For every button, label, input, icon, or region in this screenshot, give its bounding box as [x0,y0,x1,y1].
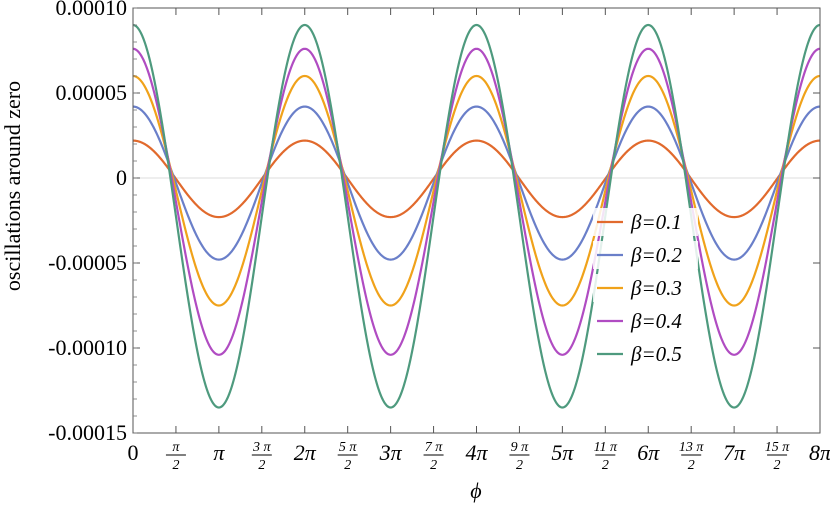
legend-label-4: β=0.4 [630,309,682,333]
x-tick-label-numerator: 13 π [679,440,705,455]
legend-label-2: β=0.2 [630,243,682,267]
x-tick-label-denominator: 2 [516,458,523,473]
x-tick-label: 2π [294,440,317,465]
series-line-3 [132,74,821,307]
series-line-1 [132,139,821,219]
legend-label-3: β=0.3 [630,276,682,300]
legend: β=0.1 β=0.2 β=0.3 β=0.4 β=0.5 [593,208,698,368]
x-tick-label: π [213,440,225,465]
y-tick-label: 0.00010 [56,0,128,20]
legend-label-1: β=0.1 [630,210,682,234]
x-tick-label: 6π [637,440,660,465]
x-tick-label-numerator: 9 π [511,440,530,455]
y-tick-label: 0.00005 [56,80,128,105]
x-tick-label-numerator: 15 π [765,440,791,455]
x-tick-label-numerator: 11 π [594,440,618,455]
series-line-2 [132,105,821,261]
x-axis-title: ϕ [470,478,481,503]
x-tick-label-denominator: 2 [172,458,179,473]
x-tick-label-denominator: 2 [344,458,351,473]
x-tick-label: 7π [723,440,746,465]
x-tick-label-denominator: 2 [430,458,437,473]
x-tick-label-numerator: π [172,440,180,455]
y-axis-ticks: 0.00010 0.00005 0 -0.00005 -0.00010 -0.00015 [48,0,820,445]
x-tick-label: 8π [809,440,830,465]
series-line-4 [132,47,821,356]
y-tick-label: -0.00010 [48,335,127,360]
x-tick-label-numerator: 5 π [339,440,358,455]
legend-label-5: β=0.5 [630,342,682,366]
x-tick-label-denominator: 2 [688,458,695,473]
series-line-5 [132,23,821,409]
x-tick-label: 4π [465,440,488,465]
x-tick-label-numerator: 3 π [252,440,272,455]
x-tick-label-numerator: 7 π [425,440,444,455]
x-tick-label: 3π [379,440,403,465]
y-axis-title: oscillations around zero [0,81,25,291]
x-tick-label-denominator: 2 [602,458,609,473]
y-tick-label: -0.00015 [48,420,127,445]
series-group [132,23,821,409]
x-tick-label-denominator: 2 [774,458,781,473]
x-tick-label: 0 [128,440,139,465]
x-tick-label: 5π [551,440,574,465]
x-tick-label-denominator: 2 [258,458,265,473]
y-tick-label: 0 [116,165,127,190]
y-tick-label: -0.00005 [48,250,127,275]
